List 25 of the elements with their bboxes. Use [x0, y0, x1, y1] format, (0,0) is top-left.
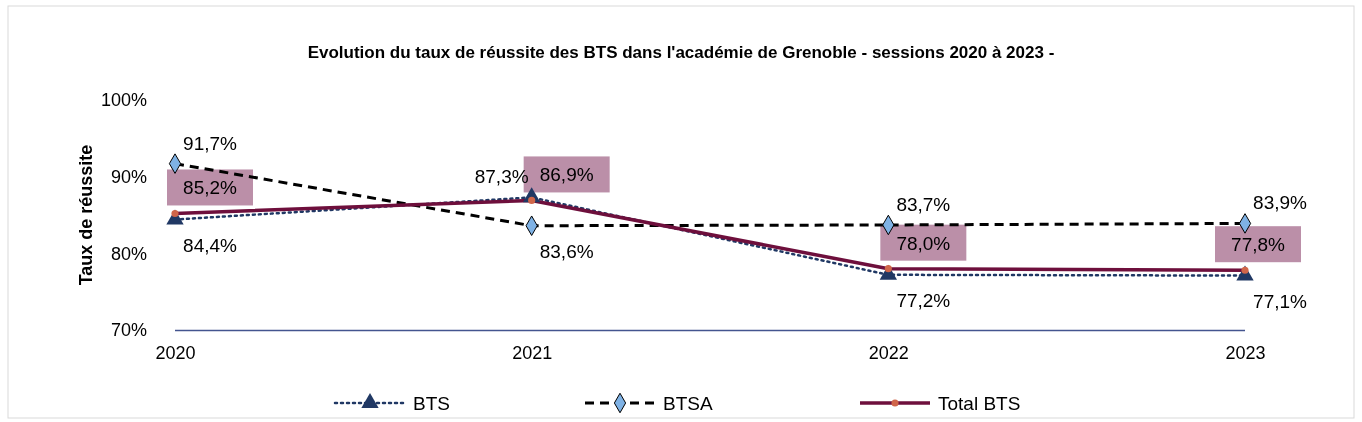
data-label: 83,7%	[896, 193, 951, 215]
data-label: 86,9%	[539, 164, 594, 186]
y-tick-label: 90%	[110, 166, 147, 187]
y-axis-title: Taux de réussite	[76, 144, 96, 286]
legend-label: BTS	[413, 393, 450, 414]
y-tick-label: 70%	[110, 320, 147, 341]
data-label: 85,2%	[183, 177, 238, 199]
data-label: 87,3%	[474, 166, 529, 188]
chart-title: Evolution du taux de réussite des BTS dans l'académie de Grenoble - sessions 2020 à 2023 -	[307, 43, 1055, 62]
y-tick-label: 100%	[100, 90, 147, 111]
data-label: 91,7%	[183, 132, 238, 154]
legend-label: BTSA	[663, 393, 713, 414]
legend-label: Total BTS	[938, 393, 1021, 414]
x-tick-label: 2022	[868, 342, 909, 363]
x-tick-label: 2020	[155, 342, 196, 363]
data-label: 77,8%	[1231, 234, 1286, 256]
data-label: 77,1%	[1253, 290, 1308, 312]
data-label: 84,4%	[183, 234, 238, 256]
y-tick-label: 80%	[110, 243, 147, 264]
data-label: 83,6%	[539, 240, 594, 262]
x-tick-label: 2023	[1225, 342, 1266, 363]
data-label: 83,9%	[1253, 192, 1308, 214]
x-tick-label: 2021	[512, 342, 553, 363]
data-label: 78,0%	[896, 232, 951, 254]
data-label: 77,2%	[896, 289, 951, 311]
